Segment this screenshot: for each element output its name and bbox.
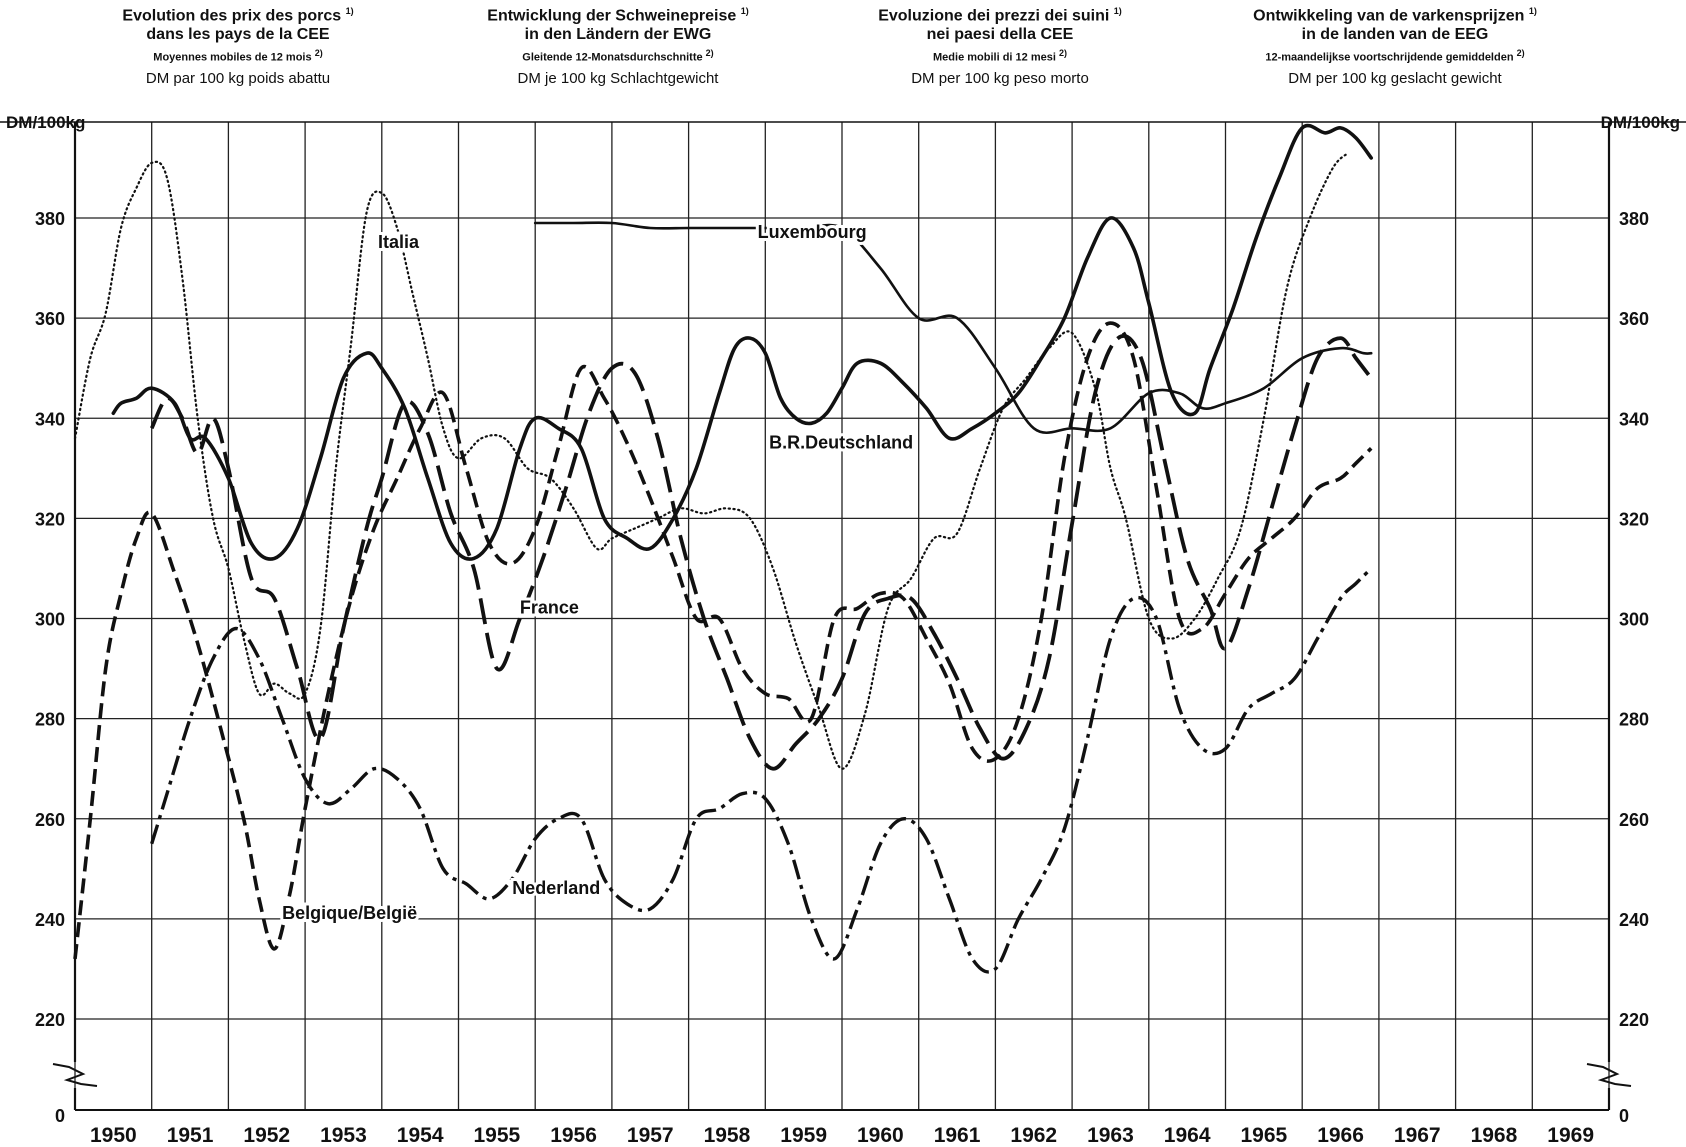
y-tick-label-left: 260 (35, 810, 65, 830)
series-label-halo-nederland: Nederland (512, 878, 600, 898)
y-tick-label-left: 320 (35, 509, 65, 529)
series-label-halo-luxembourg: Luxembourg (758, 222, 867, 242)
x-tick-label: 1968 (1471, 1124, 1518, 1147)
y-zero-label-right: 0 (1619, 1106, 1629, 1126)
series-line-belgique-belgi (73, 321, 1373, 960)
title-line-2: nei paesi della CEE (926, 25, 1074, 43)
unit-label: DM per 100 kg geslacht gewicht (1288, 70, 1502, 88)
title-line-1: Entwicklung der Schweinepreise 1) (487, 6, 749, 25)
x-tick-label: 1952 (243, 1124, 290, 1147)
title-line-2: dans les pays de la CEE (146, 25, 330, 43)
series-labels: ItaliaItaliaLuxembourgLuxembourgB.R.Deut… (279, 219, 916, 926)
title-french: Evolution des prix des porcs 1) dans les… (38, 6, 438, 88)
x-tick-label: 1966 (1317, 1124, 1364, 1147)
series-label-halo-france: France (520, 597, 579, 617)
unit-label: DM je 100 kg Schlachtgewicht (517, 70, 719, 88)
y-tick-label-right: 380 (1619, 209, 1649, 229)
x-tick-label: 1964 (1164, 1124, 1211, 1147)
gridlines (74, 122, 1610, 1110)
series-line-france (149, 334, 1373, 771)
subtitle: Medie mobili di 12 mesi 2) (933, 48, 1067, 64)
title-german: Entwicklung der Schweinepreise 1) in den… (418, 6, 818, 88)
x-tick-label: 1961 (934, 1124, 981, 1147)
subtitle: Gleitende 12-Monatsdurchschnitte 2) (522, 48, 714, 64)
y-tick-label-left: 300 (35, 610, 65, 630)
x-tick-label: 1957 (627, 1124, 674, 1147)
series-lines (73, 123, 1373, 974)
unit-label: DM par 100 kg poids abattu (145, 70, 331, 88)
x-tick-label: 1950 (90, 1124, 137, 1147)
x-tick-label: 1956 (550, 1124, 597, 1147)
y-tick-label-left: 240 (35, 910, 65, 930)
x-tick-label: 1967 (1394, 1124, 1441, 1147)
x-tick-label: 1963 (1087, 1124, 1134, 1147)
y-tick-label-right: 280 (1619, 710, 1649, 730)
y-tick-label-left: 380 (35, 209, 65, 229)
y-tick-label-right: 260 (1619, 810, 1649, 830)
y-tick-label-right: 340 (1619, 409, 1649, 429)
x-tick-label: 1954 (397, 1124, 444, 1147)
subtitle: 12-maandelijkse voortschrijdende gemidde… (1265, 48, 1525, 64)
x-tick-label: 1960 (857, 1124, 904, 1147)
title-dutch: Ontwikkeling van de varkensprijzen 1) in… (1195, 6, 1595, 88)
series-label-halo-b-r-deutschland: B.R.Deutschland (769, 432, 913, 452)
title-line-2: in de landen van de EEG (1301, 25, 1489, 43)
left-axis-break-mark (52, 1063, 98, 1087)
unit-label: DM per 100 kg peso morto (911, 70, 1089, 88)
x-tick-label: 1955 (473, 1124, 520, 1147)
x-tick-label: 1953 (320, 1124, 367, 1147)
series-label-luxembourg: Luxembourg (758, 222, 867, 242)
y-zero-label-left: 0 (55, 1106, 65, 1126)
right-axis-break-mark (1586, 1063, 1632, 1087)
x-tick-label: 1962 (1010, 1124, 1057, 1147)
series-label-italia: Italia (378, 232, 420, 252)
y-tick-label-right: 300 (1619, 610, 1649, 630)
y-axis-label-left: DM/100kg (6, 113, 85, 132)
title-italian: Evoluzione dei prezzi dei suini 1) nei p… (800, 6, 1200, 88)
y-tick-label-left: 340 (35, 409, 65, 429)
title-line-2: in den Ländern der EWG (524, 25, 712, 43)
axes: 220 220 240 240 260 260 280 280 300 300 320 320 340 3… (0, 113, 1686, 1147)
series-label-belgique-belgi: Belgique/België (282, 903, 417, 923)
series-label-france: France (520, 597, 579, 617)
y-tick-label-right: 220 (1619, 1010, 1649, 1030)
series-line-nederland (150, 567, 1373, 974)
series-label-halo-italia: Italia (378, 232, 420, 252)
y-tick-label-left: 220 (35, 1010, 65, 1030)
x-tick-label: 1969 (1547, 1124, 1594, 1147)
y-tick-label-right: 240 (1619, 910, 1649, 930)
x-tick-label: 1951 (167, 1124, 214, 1147)
series-label-nederland: Nederland (512, 878, 600, 898)
subtitle: Moyennes mobiles de 12 mois 2) (153, 48, 323, 64)
y-tick-label-left: 280 (35, 710, 65, 730)
series-line-italia (73, 151, 1350, 770)
x-tick-label: 1965 (1240, 1124, 1287, 1147)
series-line-luxembourg (533, 221, 1373, 434)
series-line-b-r-deutschland (111, 123, 1373, 561)
title-line-1: Evolution des prix des porcs 1) (122, 6, 354, 25)
series-label-b-r-deutschland: B.R.Deutschland (769, 432, 913, 452)
x-tick-label: 1958 (704, 1124, 751, 1147)
title-line-1: Ontwikkeling van de varkensprijzen 1) (1253, 6, 1537, 25)
y-tick-label-right: 320 (1619, 509, 1649, 529)
y-tick-label-right: 360 (1619, 309, 1649, 329)
series-label-halo-belgique-belgi: Belgique/België (282, 903, 417, 923)
title-line-1: Evoluzione dei prezzi dei suini 1) (878, 6, 1122, 25)
y-axis-label-right: DM/100kg (1601, 113, 1680, 132)
x-tick-label: 1959 (780, 1124, 827, 1147)
y-tick-label-left: 360 (35, 309, 65, 329)
